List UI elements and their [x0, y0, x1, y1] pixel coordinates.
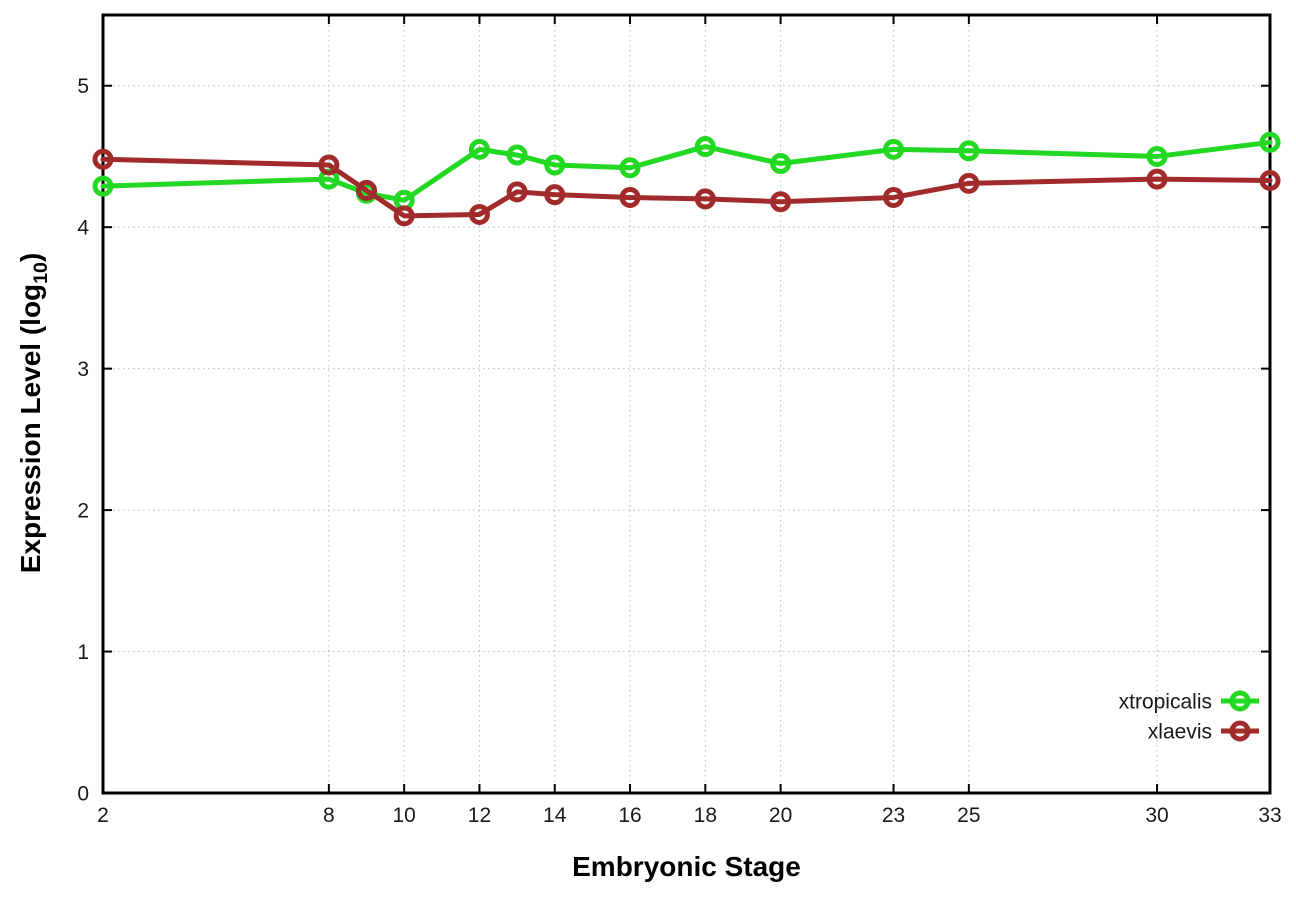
series-xtropicalis-marker	[1146, 145, 1168, 167]
series-xlaevis-marker	[393, 205, 415, 227]
series-xlaevis-marker	[318, 154, 340, 176]
x-tick-label: 20	[769, 804, 792, 827]
series-xtropicalis-marker	[92, 175, 114, 197]
series-xtropicalis-marker	[1259, 131, 1281, 153]
x-tick-label: 12	[468, 804, 491, 827]
series-xtropicalis-marker	[958, 140, 980, 162]
x-tick-label: 23	[882, 804, 905, 827]
legend-label-xlaevis: xlaevis	[1148, 720, 1212, 743]
y-tick-label: 3	[77, 358, 89, 381]
series-xtropicalis-marker	[770, 153, 792, 175]
series-xtropicalis-marker	[468, 138, 490, 160]
legend-marker-xtropicalis	[1229, 690, 1251, 712]
series-xlaevis-marker	[544, 184, 566, 206]
plot-frame	[101, 13, 1272, 795]
series-xlaevis-marker	[770, 191, 792, 213]
series-xlaevis-marker	[958, 172, 980, 194]
x-tick-label: 2	[97, 804, 109, 827]
series-xlaevis-line	[100, 156, 1273, 219]
legend-label-xtropicalis: xtropicalis	[1119, 690, 1212, 713]
series-xtropicalis-marker	[544, 154, 566, 176]
series-xlaevis-marker	[1146, 168, 1168, 190]
series-xlaevis-marker	[1259, 170, 1281, 192]
y-axis-title-suffix: )	[15, 252, 47, 263]
series-xtropicalis-line	[100, 139, 1273, 203]
y-tick-label: 0	[77, 782, 89, 805]
series-xtropicalis-marker	[694, 136, 716, 158]
y-tick-label: 2	[77, 499, 89, 522]
y-axis-title: Expression Level (log10)	[15, 253, 53, 574]
series-xlaevis-marker	[92, 148, 114, 170]
y-tick-label: 1	[77, 641, 89, 664]
x-tick-label: 16	[618, 804, 641, 827]
x-tick-label: 33	[1258, 804, 1281, 827]
series-xtropicalis-marker	[619, 157, 641, 179]
y-axis-title-subscript: 10	[29, 262, 52, 284]
series-xlaevis-marker	[468, 203, 490, 225]
x-axis-title: Embryonic Stage	[572, 851, 801, 882]
series-xlaevis-marker	[619, 186, 641, 208]
series-xlaevis-marker	[506, 181, 528, 203]
y-axis-title-text: Expression Level (log	[15, 283, 47, 574]
series-xlaevis-marker	[694, 188, 716, 210]
x-tick-label: 18	[694, 804, 717, 827]
series-xlaevis-marker	[356, 179, 378, 201]
y-tick-label: 4	[77, 217, 89, 240]
x-tick-label: 30	[1145, 804, 1168, 827]
x-tick-label: 25	[957, 804, 980, 827]
x-tick-label: 10	[392, 804, 415, 827]
y-tick-label: 5	[77, 75, 89, 98]
series-xtropicalis-marker	[883, 138, 905, 160]
legend-marker-xlaevis	[1229, 720, 1251, 742]
x-tick-label: 14	[543, 804, 567, 827]
series-xlaevis-marker	[883, 186, 905, 208]
series-xtropicalis-marker	[506, 144, 528, 166]
x-tick-label: 8	[323, 804, 335, 827]
